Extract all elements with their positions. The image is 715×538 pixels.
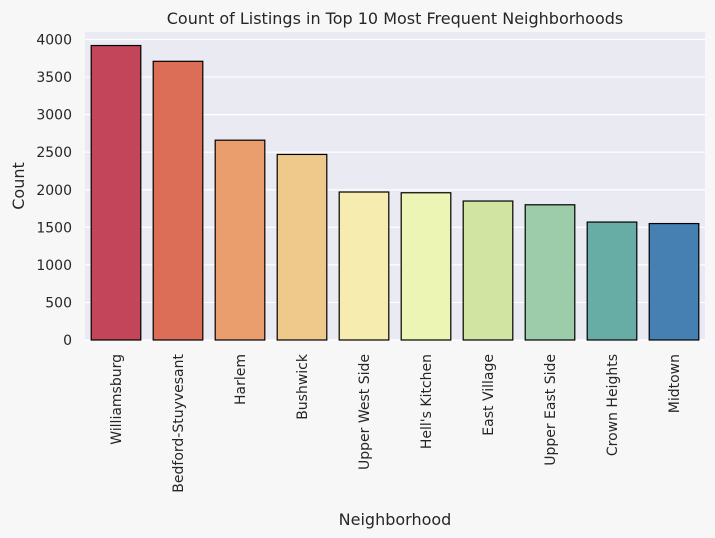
x-tick-label: Crown Heights xyxy=(605,354,621,456)
y-axis-title: Count xyxy=(9,162,28,210)
chart-title: Count of Listings in Top 10 Most Frequen… xyxy=(167,9,624,28)
bar xyxy=(648,222,700,341)
y-tick-label: 2000 xyxy=(36,183,72,199)
bar xyxy=(462,200,514,341)
bar xyxy=(152,60,204,341)
bar xyxy=(338,191,390,341)
y-tick-label: 0 xyxy=(63,333,72,349)
x-tick-label: Upper West Side xyxy=(357,354,373,470)
y-tick-label: 1000 xyxy=(36,258,72,274)
y-tick-label: 1500 xyxy=(36,220,72,236)
x-tick-label: Upper East Side xyxy=(543,354,559,466)
bar xyxy=(586,221,638,341)
bar xyxy=(400,192,452,341)
y-tick-label: 3000 xyxy=(36,108,72,124)
x-tick-label: Hell's Kitchen xyxy=(419,354,435,449)
y-tick-label: 500 xyxy=(45,295,72,311)
x-tick-label: Harlem xyxy=(233,354,249,405)
y-tick-label: 2500 xyxy=(36,145,72,161)
bars xyxy=(90,44,700,341)
x-tick-label: Midtown xyxy=(667,354,683,413)
y-tick-labels: 0 500 1000 1500 2000 2500 3000 3500 4000 xyxy=(36,33,72,349)
x-tick-label: East Village xyxy=(481,354,497,436)
x-axis-title: Neighborhood xyxy=(339,510,452,529)
x-tick-labels: Williamsburg Bedford-Stuyvesant Harlem Bush… xyxy=(109,353,683,493)
x-tick-label: Bedford-Stuyvesant xyxy=(171,353,187,492)
x-tick-label: Williamsburg xyxy=(109,354,125,445)
bar xyxy=(90,44,142,341)
x-tick-label: Bushwick xyxy=(295,353,311,420)
bar xyxy=(276,153,328,341)
bar xyxy=(214,139,266,341)
bar xyxy=(524,204,576,341)
y-tick-label: 4000 xyxy=(36,33,72,49)
y-tick-label: 3500 xyxy=(36,70,72,86)
